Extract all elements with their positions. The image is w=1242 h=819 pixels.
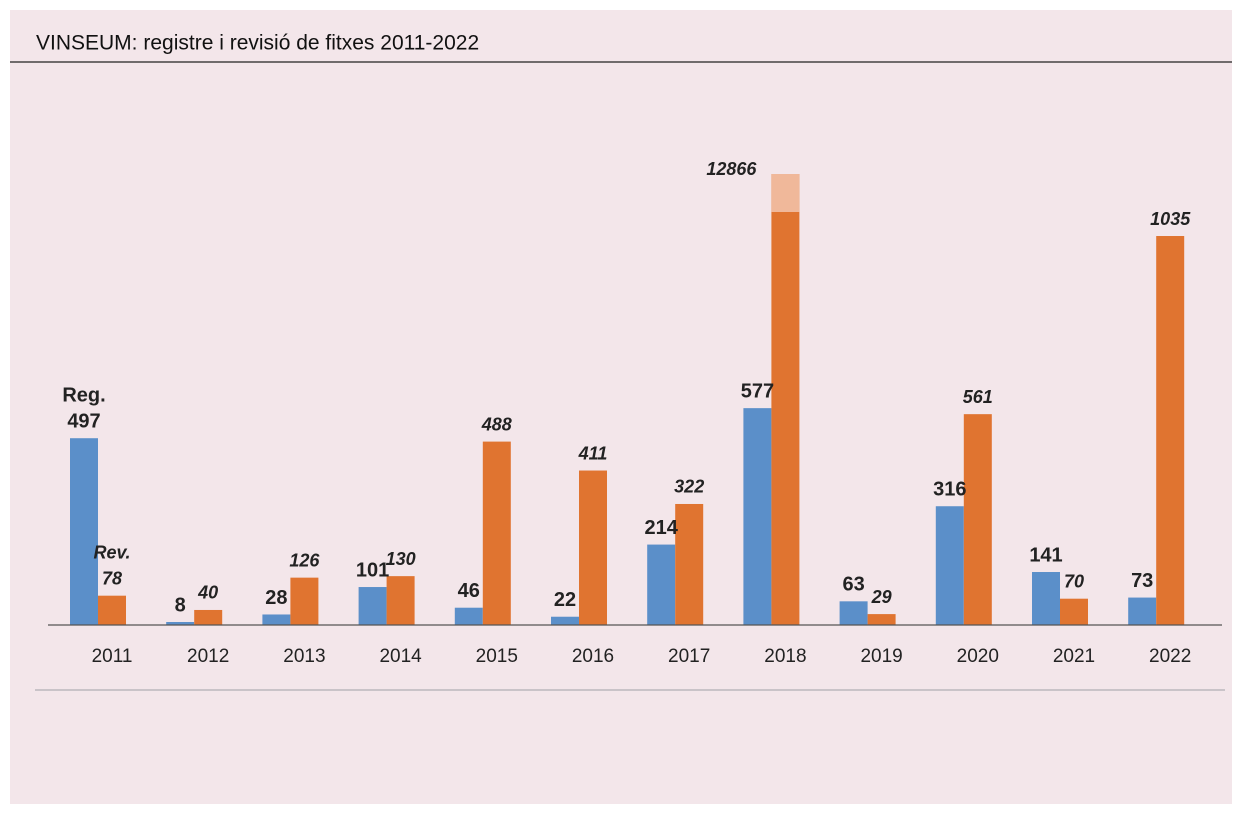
x-tick-label: 2019 <box>860 646 902 667</box>
value-label: 12866 <box>706 159 757 179</box>
bar <box>262 614 291 625</box>
bar <box>1060 598 1088 625</box>
bar <box>867 614 896 625</box>
x-tick-label: 2017 <box>668 646 710 667</box>
x-tick-label: 2016 <box>572 646 614 667</box>
bar <box>98 595 126 625</box>
bar <box>454 607 483 625</box>
bar <box>839 601 868 625</box>
value-label: 130 <box>386 549 416 569</box>
value-label: 497 <box>67 410 100 432</box>
bar <box>771 174 800 625</box>
value-label: 214 <box>645 517 679 539</box>
bar <box>675 503 704 625</box>
value-label: 316 <box>933 479 966 501</box>
bar <box>935 506 964 625</box>
bar <box>1032 572 1060 625</box>
bar <box>290 577 319 625</box>
bar <box>963 414 992 625</box>
bar <box>1128 597 1157 625</box>
value-label: 70 <box>1064 571 1084 591</box>
x-tick-label: 2013 <box>283 646 325 667</box>
value-label: 1035 <box>1150 209 1191 229</box>
value-label: 577 <box>741 380 774 402</box>
x-tick-label: 2020 <box>957 646 999 667</box>
value-label: 40 <box>197 583 218 603</box>
bar <box>1156 236 1185 625</box>
value-label: 322 <box>674 477 704 497</box>
value-label: 101 <box>356 559 389 581</box>
series-label: Rev. <box>93 542 130 562</box>
value-label: 126 <box>289 550 320 570</box>
bar <box>551 616 579 625</box>
value-label: 29 <box>871 587 892 607</box>
x-tick-label: 2014 <box>379 646 422 667</box>
value-label: 78 <box>102 568 122 588</box>
value-label: 8 <box>175 594 186 616</box>
value-label: 488 <box>481 414 512 434</box>
value-label: 141 <box>1029 544 1062 566</box>
bar <box>194 609 223 625</box>
bar <box>743 408 772 625</box>
bar <box>166 621 195 625</box>
x-tick-label: 2022 <box>1149 646 1191 667</box>
value-label: 22 <box>554 589 576 611</box>
value-label: 411 <box>578 443 608 463</box>
series-label: Reg. <box>62 384 105 406</box>
axis-break <box>771 174 800 212</box>
value-label: 73 <box>1131 570 1153 592</box>
x-tick-label: 2012 <box>187 646 229 667</box>
value-label: 63 <box>842 574 864 596</box>
bar <box>579 470 607 625</box>
x-tick-label: 2015 <box>476 646 518 667</box>
value-label: 28 <box>265 587 287 609</box>
x-tick-label: 2011 <box>92 646 133 667</box>
x-tick-label: 2018 <box>764 646 806 667</box>
chart-title: VINSEUM: registre i revisió de fitxes 20… <box>36 32 479 55</box>
bar <box>358 587 387 625</box>
value-label: 46 <box>458 580 480 602</box>
x-tick-label: 2021 <box>1053 646 1095 667</box>
bar <box>70 438 98 625</box>
bar <box>386 576 415 625</box>
value-label: 561 <box>963 387 993 407</box>
bar <box>647 544 676 625</box>
bars <box>70 174 1185 625</box>
bar <box>482 441 511 625</box>
background <box>10 10 1232 804</box>
